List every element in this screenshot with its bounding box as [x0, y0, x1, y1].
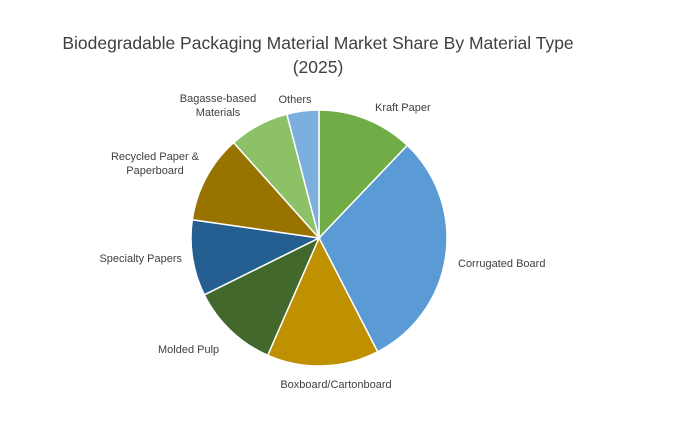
- chart-title-line-1: Biodegradable Packaging Material Market …: [62, 33, 573, 53]
- pie-slice-corrugated-board: [318, 144, 448, 353]
- slice-label-boxboard-cartonboard: Boxboard/Cartonboard: [280, 379, 391, 391]
- pie-slice-others: [285, 109, 320, 239]
- slice-label-specialty-papers: Specialty Papers: [99, 253, 182, 265]
- pie-slices: [190, 109, 448, 367]
- slice-label-corrugated-board: Corrugated Board: [458, 258, 545, 270]
- slice-label-others: Others: [278, 94, 312, 106]
- slice-label-molded-pulp: Molded Pulp: [158, 344, 219, 356]
- slice-label-recycled-paper-paperboard: Recycled Paper & Paperboard: [111, 151, 200, 177]
- slice-labels: Kraft Paper Corrugated Board Boxboard/Cart…: [99, 93, 545, 391]
- pie-slice-specialty-papers: [190, 218, 322, 296]
- chart-title-line-2: (2025): [293, 57, 344, 77]
- pie-slice-kraft-paper: [318, 109, 409, 240]
- slice-label-bagasse-based-materials: Bagasse-based Materials: [180, 93, 256, 119]
- pie-slice-boxboard-cartonboard: [266, 236, 379, 367]
- slice-label-kraft-paper: Kraft Paper: [375, 102, 431, 114]
- pie-slice-molded-pulp: [203, 236, 321, 357]
- pie-slice-recycled-paper-paperboard: [191, 141, 321, 240]
